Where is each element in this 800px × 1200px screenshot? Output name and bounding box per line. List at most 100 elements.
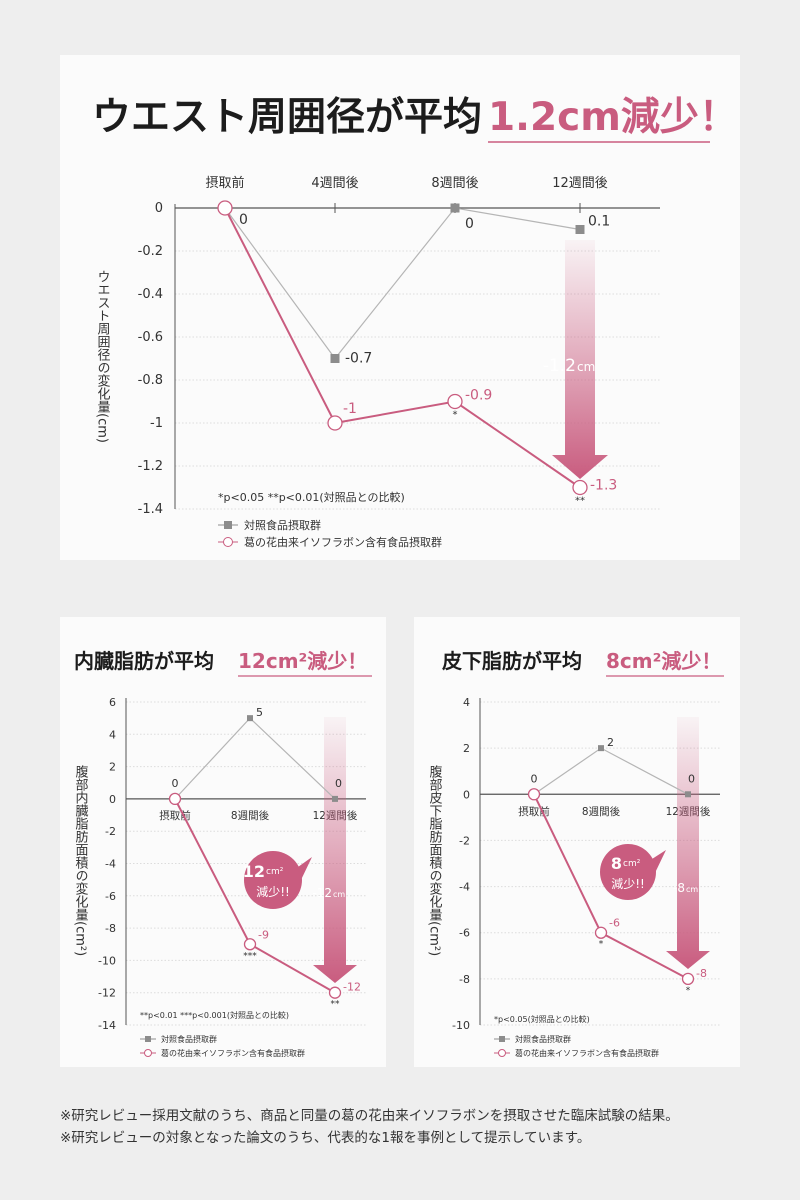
subcutaneous-significance-note: *p<0.05(対照品との比較) — [494, 1014, 590, 1024]
subcutaneous-bubble-unit: cm² — [623, 859, 641, 869]
subcutaneous-legend-control-label: 対照食品摂取群 — [515, 1034, 571, 1044]
test-point — [217, 200, 233, 216]
y-tick-label: -0.8 — [138, 373, 163, 388]
test-point — [594, 926, 608, 939]
waist-arrow-label: -1.2 — [543, 356, 576, 376]
visceral-y-ticks: 6 4 2 0 -2 -4 -6 -8 -10 -12 -14 — [98, 696, 116, 1032]
test-point — [681, 972, 695, 986]
subcutaneous-series: 0 2 0 -6 * -8 * — [527, 736, 707, 996]
test-value-label: -1 — [343, 401, 357, 417]
y-tick-label: -2 — [105, 825, 116, 838]
test-value-label: -0.9 — [465, 388, 492, 404]
control-value-label: 0 — [335, 777, 342, 790]
test-value-label: -6 — [609, 917, 620, 930]
visceral-title-black: 内臓脂肪が平均 — [74, 649, 214, 673]
control-point — [332, 795, 338, 802]
visceral-arrow-label: -12 — [312, 886, 332, 900]
control-value-label: 0 — [172, 777, 179, 790]
visceral-fat-panel: 内臓脂肪が平均 12cm²減少！ 6 4 2 0 -2 -4 -6 -8 -10 -12 -14 摂… — [60, 617, 386, 1067]
waist-arrow-shape — [552, 240, 608, 479]
visceral-bubble-text: 減少!! — [256, 884, 290, 899]
control-series-line — [174, 717, 336, 800]
subcutaneous-reduction-arrow: -8 cm — [666, 717, 710, 969]
control-value-label: -0.7 — [345, 351, 372, 367]
footnote-2: ※研究レビューの対象となった論文のうち、代表的な1報を事例として提示しています。 — [60, 1130, 591, 1146]
test-value-label: -9 — [258, 928, 269, 941]
control-value-label: 0 — [239, 212, 248, 228]
legend-test-label: 葛の花由来イソフラボン含有食品摂取群 — [244, 535, 442, 549]
control-series-line — [533, 747, 689, 795]
control-point — [575, 225, 585, 234]
waist-y-ticks: 0 -0.2 -0.4 -0.6 -0.8 -1 -1.2 -1.4 — [138, 201, 163, 517]
visceral-legend-test-marker — [144, 1049, 152, 1057]
x-category-label: 12週間後 — [552, 176, 608, 191]
y-tick-label: -10 — [98, 954, 116, 967]
subcutaneous-arrow-unit: cm — [686, 885, 698, 894]
x-category-label: 摂取前 — [205, 175, 244, 191]
test-point — [327, 415, 343, 431]
x-category-label: 8週間後 — [431, 176, 478, 191]
subcutaneous-y-axis-label: 腹部皮下脂肪面積の変化量(cm²) — [427, 764, 443, 956]
waist-reduction-arrow: -1.2 cm — [543, 240, 608, 479]
y-tick-label: 0 — [109, 793, 116, 806]
subcutaneous-legend-test-marker — [498, 1049, 506, 1057]
visceral-bubble-number: 12 — [243, 862, 265, 881]
significance-mark: * — [686, 986, 691, 996]
y-tick-label: -10 — [452, 1019, 470, 1032]
y-tick-label: -2 — [459, 834, 470, 847]
y-tick-label: 4 — [463, 696, 470, 709]
y-tick-label: -6 — [459, 927, 470, 940]
visceral-arrow-unit: cm — [333, 890, 345, 899]
footnote-1: ※研究レビュー採用文献のうち、商品と同量の葛の花由来イソフラボンを摂取させた臨床… — [60, 1108, 679, 1124]
y-tick-label: 0 — [155, 201, 163, 216]
x-category-label: 8週間後 — [231, 809, 270, 822]
visceral-bubble-tail — [298, 857, 312, 882]
legend-control-label: 対照食品摂取群 — [244, 518, 321, 532]
subcutaneous-title-black: 皮下脂肪が平均 — [442, 649, 582, 673]
y-tick-label: -1.4 — [138, 502, 163, 517]
test-point — [243, 938, 257, 951]
control-point — [450, 203, 460, 213]
waist-title-pink: 1.2cm減少！ — [488, 95, 738, 140]
control-series-line — [224, 207, 581, 360]
visceral-significance-note: **p<0.01 ***p<0.001(対照品との比較) — [140, 1010, 289, 1020]
control-point — [685, 791, 691, 798]
control-value-label: 0 — [531, 772, 538, 785]
waist-series: 0 -0.7 0 0.1 -1 -0.9 * -1.3 ** — [217, 200, 617, 507]
test-value-label: -8 — [696, 967, 707, 980]
control-point — [330, 354, 340, 363]
test-point — [527, 788, 541, 801]
y-tick-label: -8 — [459, 973, 470, 986]
subcutaneous-arrow-shape — [666, 717, 710, 969]
visceral-legend-test-label: 葛の花由来イソフラボン含有食品摂取群 — [161, 1048, 305, 1058]
visceral-title-pink: 12cm²減少！ — [238, 649, 367, 673]
y-tick-label: -0.2 — [138, 244, 163, 259]
x-category-label: 8週間後 — [582, 805, 621, 818]
subcutaneous-reduction-bubble: 8 cm² 減少!! — [600, 844, 666, 900]
visceral-bubble-unit: cm² — [266, 867, 284, 877]
y-tick-label: 2 — [463, 742, 470, 755]
subcutaneous-bubble-tail — [652, 850, 666, 875]
y-tick-label: -8 — [105, 922, 116, 935]
visceral-reduction-arrow: -12 cm — [312, 717, 357, 983]
test-value-label: -1.3 — [590, 478, 617, 494]
legend-test-marker — [223, 537, 233, 547]
control-value-label: 0 — [688, 772, 695, 785]
y-tick-label: -6 — [105, 890, 116, 903]
subcutaneous-y-ticks: 4 2 0 -2 -4 -6 -8 -10 — [452, 696, 470, 1032]
subcutaneous-bubble-circle — [600, 844, 656, 900]
subcutaneous-fat-panel: 皮下脂肪が平均 8cm²減少！ 420-2-4-6-8-10 摂取前8週間後12… — [414, 617, 740, 1067]
y-tick-label: 0 — [463, 788, 470, 801]
y-tick-label: -1.2 — [138, 459, 163, 474]
y-tick-label: 2 — [109, 761, 116, 774]
test-value-label: -12 — [343, 981, 361, 994]
waist-significance-note: *p<0.05 **p<0.01(対照品との比較) — [218, 490, 405, 504]
subcutaneous-legend-control-marker — [499, 1036, 505, 1042]
subcutaneous-title-pink: 8cm²減少！ — [606, 649, 721, 673]
test-point — [328, 986, 342, 999]
visceral-legend-control-label: 対照食品摂取群 — [161, 1034, 217, 1044]
y-tick-label: 6 — [109, 696, 116, 709]
visceral-y-axis-label: 腹部内臓脂肪面積の変化量(cm²) — [73, 764, 89, 956]
y-tick-label: -4 — [105, 858, 116, 871]
